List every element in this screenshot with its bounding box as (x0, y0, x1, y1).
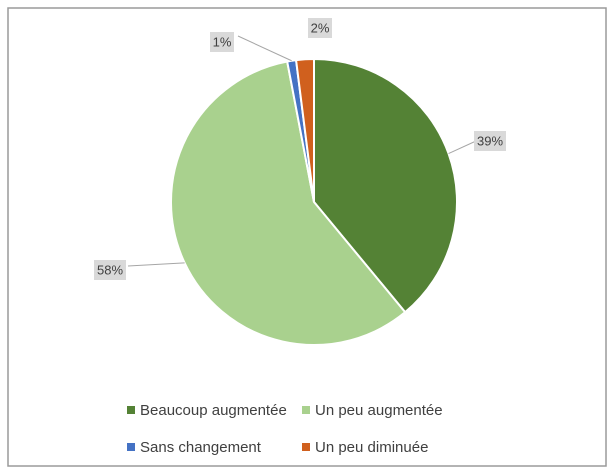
data-label-box (474, 131, 506, 151)
leader-line (448, 140, 477, 155)
legend-swatch (302, 443, 310, 451)
legend-label: Beaucoup augmentée (140, 402, 287, 419)
pie-slice (294, 57, 315, 203)
legend-swatch (127, 406, 135, 414)
leader-line (237, 35, 292, 62)
legend-swatch (127, 443, 135, 451)
pie-slice (313, 57, 458, 314)
legend-label: Un peu augmentée (315, 402, 443, 419)
data-label: 1% (213, 34, 232, 49)
legend-swatch (302, 406, 310, 414)
legend-label: Un peu diminuée (315, 439, 428, 456)
data-label-box (210, 32, 234, 52)
legend-label: Sans changement (140, 439, 262, 456)
data-label: 2% (311, 20, 330, 35)
data-label-box (94, 260, 126, 280)
data-label: 58% (97, 262, 123, 277)
pie-slice (170, 60, 407, 346)
data-label-box (308, 18, 332, 38)
data-label: 39% (477, 133, 503, 148)
leader-line (127, 262, 185, 267)
